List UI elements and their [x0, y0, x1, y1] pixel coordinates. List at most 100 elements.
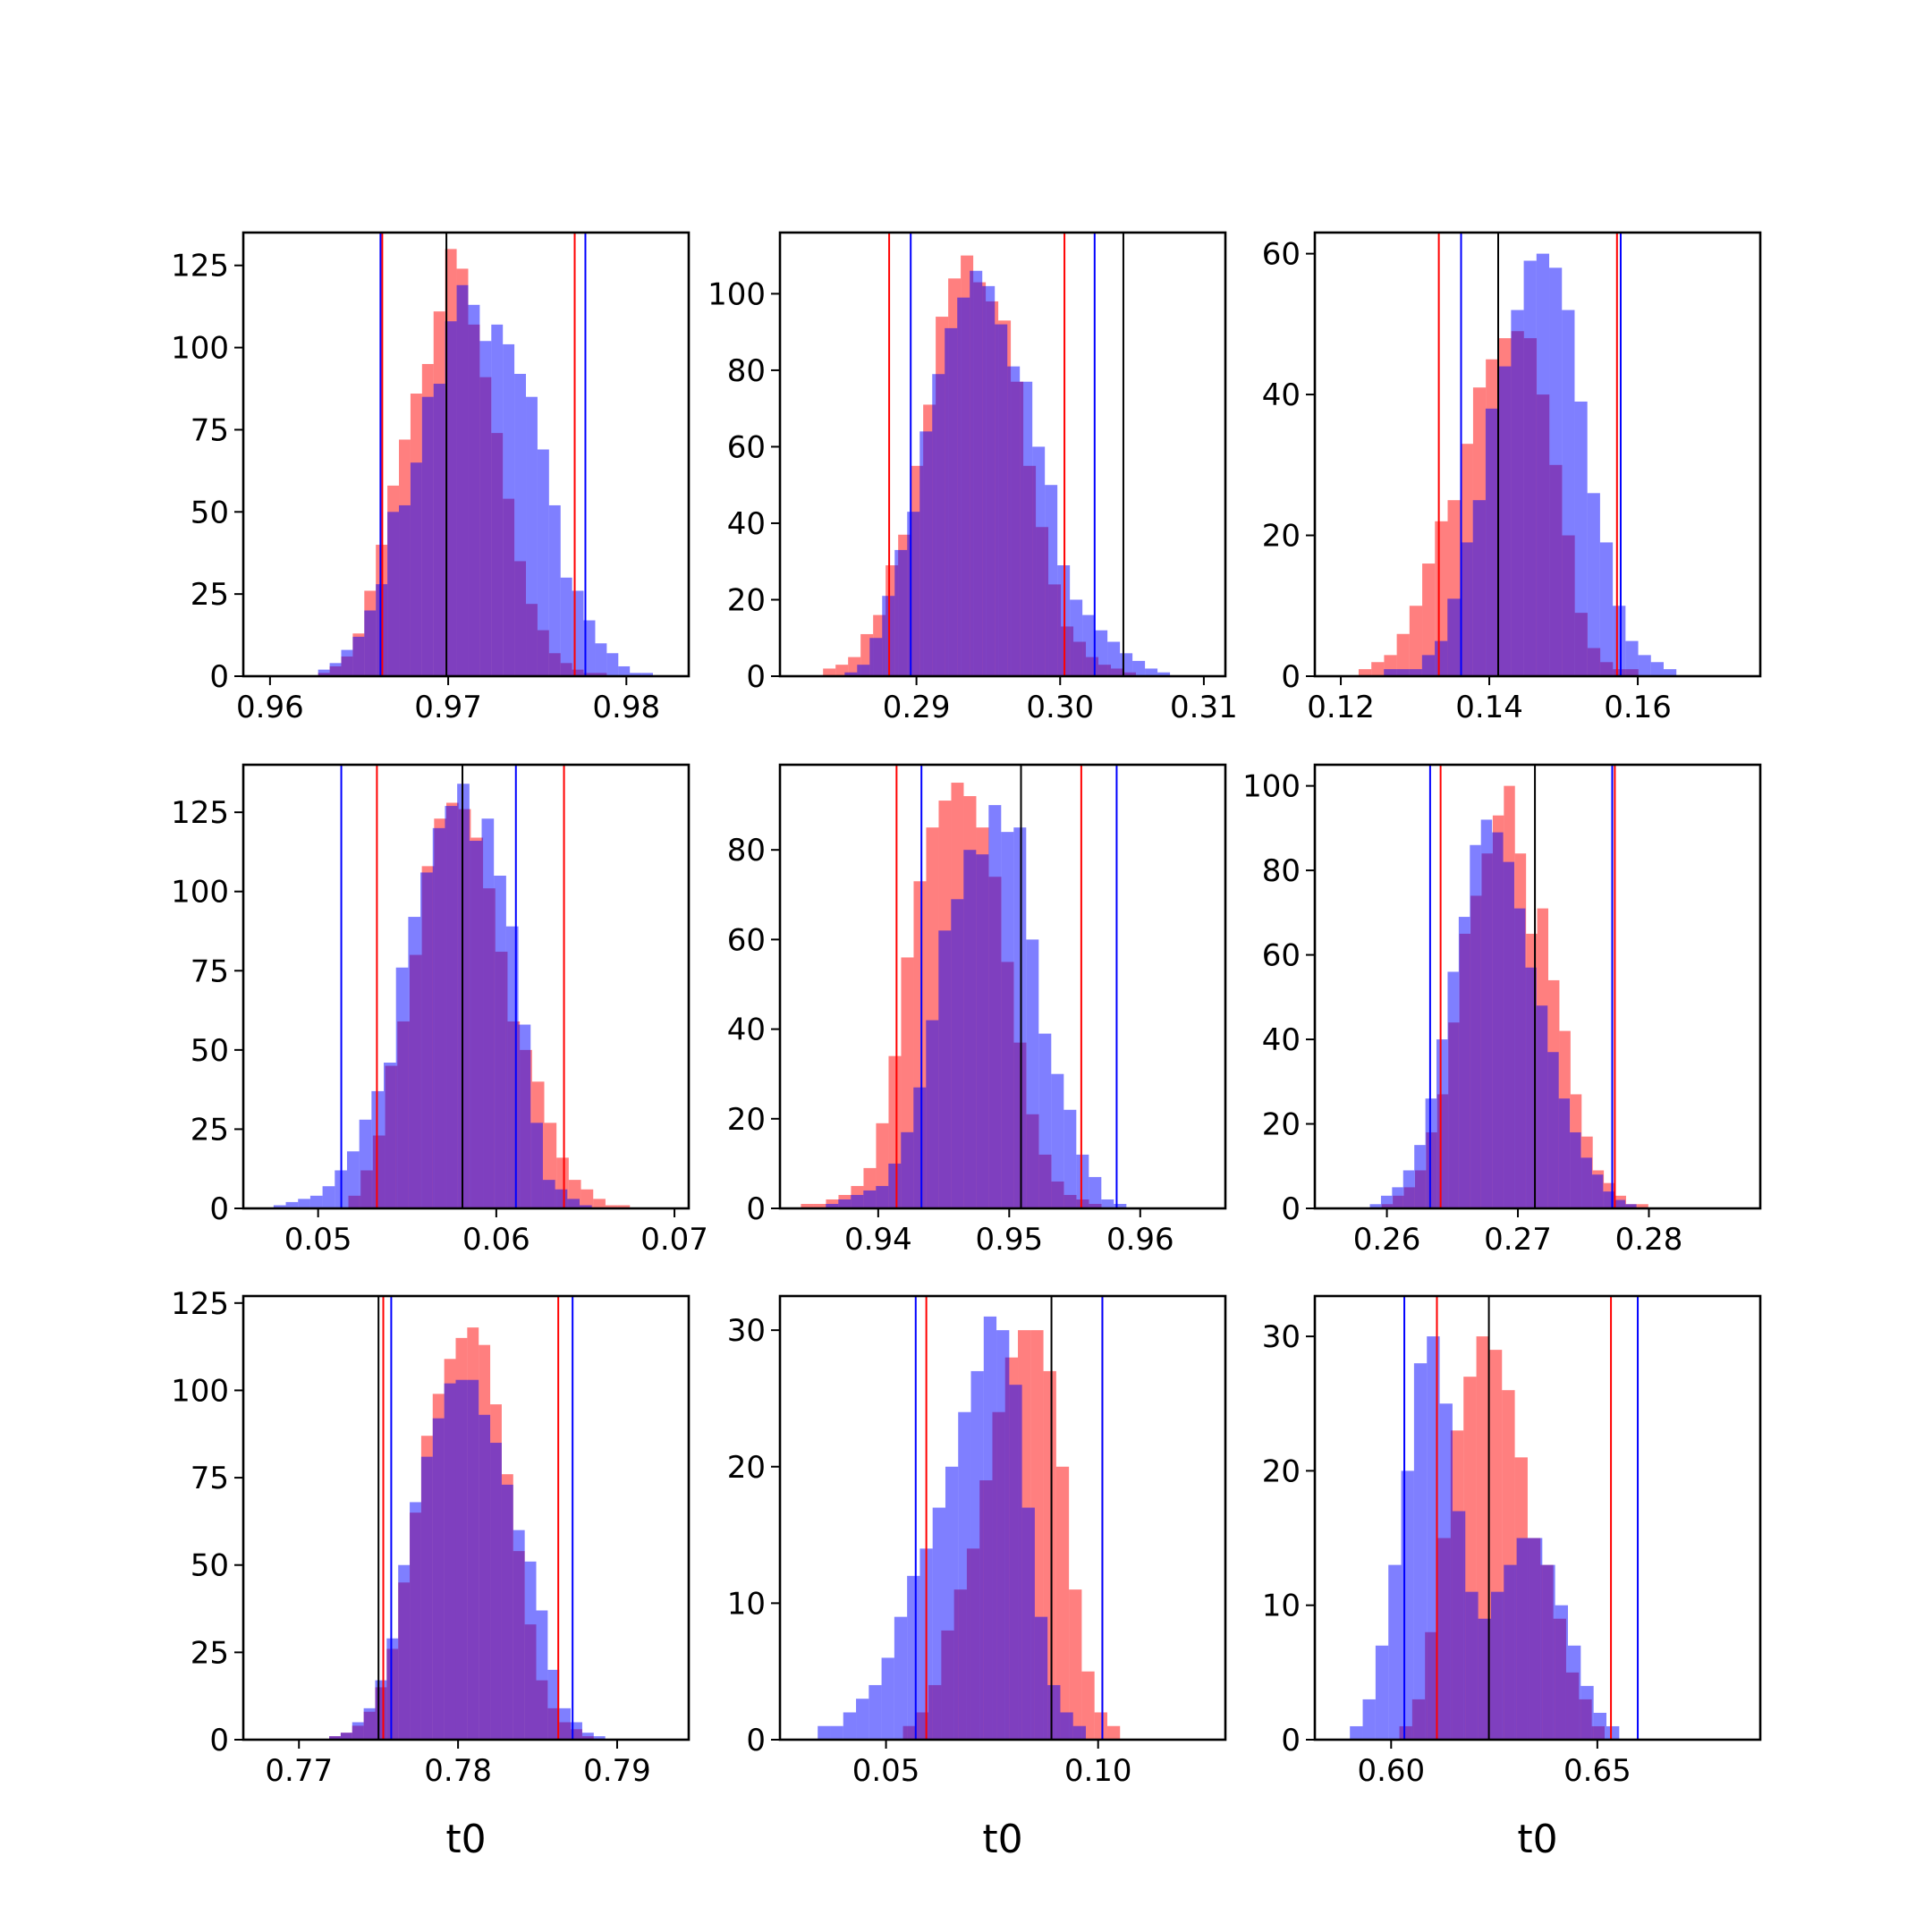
blue-histogram-bar [445, 321, 457, 676]
y-tick-label: 0 [1281, 1723, 1301, 1758]
blue-histogram-bar [983, 1316, 997, 1740]
blue-histogram-bar [1384, 669, 1397, 676]
x-tick-label: 0.60 [1357, 1753, 1425, 1789]
blue-histogram-bar [571, 1722, 582, 1740]
plot-area [273, 765, 631, 1208]
x-tick-label: 0.79 [583, 1753, 651, 1789]
blue-histogram-bar [1076, 1154, 1089, 1208]
blue-histogram-bar [593, 1736, 606, 1740]
red-histogram-bar [1371, 662, 1385, 676]
y-tick-label: 50 [191, 1548, 229, 1584]
blue-histogram-bar [322, 1186, 335, 1208]
blue-histogram-bar [1401, 1470, 1414, 1740]
red-histogram-bar [605, 1205, 618, 1208]
axes-frame [242, 1294, 691, 1741]
blue-histogram-bar [1516, 1538, 1530, 1740]
blue-histogram-bar [1542, 1564, 1555, 1740]
x-tick-label: 0.16 [1604, 690, 1672, 725]
blue-histogram-bar [894, 549, 908, 676]
red-histogram-bar [813, 1203, 826, 1208]
blue-histogram-bar [932, 374, 945, 676]
histogram-panel-3: 0.12 0.14 0.16 0 20 40 60 [1262, 231, 1762, 725]
blue-histogram-bar [491, 324, 504, 676]
red-histogram-bar [617, 1205, 631, 1208]
blue-histogram-bar [1392, 1187, 1403, 1208]
blue-histogram-bar [1409, 669, 1422, 676]
blue-histogram-bar [1638, 655, 1651, 676]
y-tick-label: 60 [1262, 938, 1301, 974]
blue-histogram-bar [1072, 1725, 1087, 1740]
y-tick-label: 100 [708, 276, 766, 312]
axes-frame [778, 1294, 1227, 1741]
x-tick-label: 0.94 [844, 1222, 912, 1258]
y-tick-label: 30 [1262, 1319, 1301, 1355]
blue-histogram-bar [951, 899, 964, 1208]
blue-histogram-bar [408, 917, 421, 1208]
blue-histogram-bar [559, 1707, 572, 1740]
blue-histogram-bar [548, 504, 561, 676]
histogram-panel-6: 0.26 0.27 0.28 0 20 40 60 80 100 [1242, 763, 1762, 1258]
blue-histogram-bar [346, 1151, 360, 1208]
plot-area [823, 233, 1171, 676]
blue-histogram-bar [1435, 640, 1448, 676]
blue-histogram-bar [432, 827, 445, 1208]
blue-histogram-bar [1480, 819, 1493, 1208]
blue-histogram-bar [1555, 1605, 1568, 1740]
blue-histogram-bar [318, 669, 330, 676]
blue-histogram-bar [1536, 253, 1550, 676]
x-tick-label: 0.95 [975, 1222, 1043, 1258]
y-tick-label: 25 [191, 1112, 229, 1148]
blue-histogram-bar [1060, 1712, 1073, 1740]
blue-histogram-bar [1536, 1005, 1548, 1208]
blue-histogram-bar [420, 872, 433, 1208]
blue-histogram-bar [1472, 500, 1486, 676]
blue-histogram-bar [843, 1712, 857, 1740]
blue-histogram-bar [468, 304, 480, 676]
blue-histogram-bar [1396, 669, 1410, 676]
blue-histogram-bar [1045, 485, 1058, 676]
y-tick-label: 80 [727, 833, 766, 869]
y-tick-label: 100 [171, 1373, 229, 1409]
x-axis-label: t0 [1517, 1817, 1557, 1862]
y-tick-label: 0 [1281, 1191, 1301, 1227]
plot-area [801, 765, 1127, 1208]
blue-histogram-bar [826, 1203, 839, 1208]
blue-histogram-bar [876, 1185, 889, 1208]
x-axis-label: t0 [445, 1817, 486, 1862]
x-tick-label: 0.12 [1307, 690, 1375, 725]
y-tick-label: 10 [1262, 1589, 1301, 1624]
x-tick-label: 0.29 [883, 690, 951, 725]
y-tick-label: 50 [191, 1033, 229, 1069]
blue-histogram-bar [456, 284, 469, 676]
blue-histogram-bar [399, 504, 411, 676]
blue-histogram-bar [340, 1733, 352, 1740]
blue-histogram-bar [641, 673, 654, 676]
red-histogram-bar [1069, 1589, 1082, 1740]
blue-histogram-bar [901, 1131, 914, 1208]
blue-histogram-bar [1606, 1725, 1620, 1740]
y-tick-label: 80 [1262, 853, 1301, 889]
y-tick-label: 25 [191, 577, 229, 613]
plot-area [818, 1296, 1121, 1740]
y-tick-label: 20 [727, 1102, 766, 1138]
y-tick-label: 20 [1262, 1107, 1301, 1143]
histogram-panel-4: 0.05 0.06 0.07 0 25 50 75 100 125 [171, 763, 708, 1258]
blue-histogram-bar [957, 297, 970, 676]
plot-area [1369, 765, 1648, 1208]
red-histogram-bar [1396, 633, 1410, 676]
blue-histogram-bar [838, 1199, 852, 1208]
blue-histogram-bar [518, 1024, 531, 1208]
blue-histogram-bar [970, 1370, 984, 1740]
y-tick-label: 0 [746, 1191, 766, 1227]
plot-area [1350, 1296, 1640, 1740]
blue-histogram-bar [894, 1616, 908, 1740]
blue-histogram-bar [1529, 1538, 1543, 1740]
x-tick-label: 0.06 [462, 1222, 530, 1258]
blue-histogram-bar [375, 1680, 387, 1740]
blue-histogram-bar [298, 1199, 310, 1208]
blue-histogram-bar [555, 1189, 568, 1208]
blue-histogram-bar [1007, 366, 1021, 676]
y-tick-label: 25 [191, 1635, 229, 1671]
y-tick-label: 40 [1262, 377, 1301, 413]
axes-frame [242, 231, 691, 678]
